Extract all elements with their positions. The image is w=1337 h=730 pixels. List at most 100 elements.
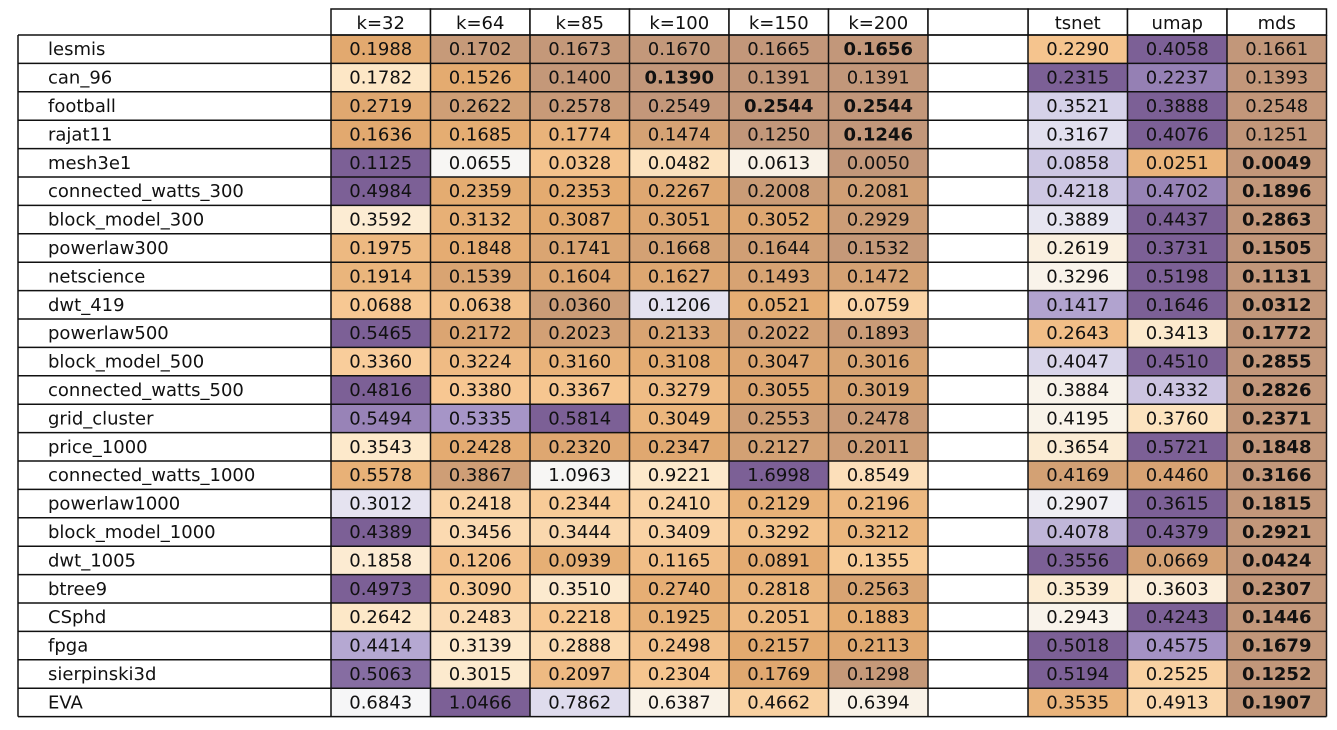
data-label: 0.5335 [449,408,512,429]
data-label: 0.3051 [648,210,711,231]
heat-cell [430,517,530,547]
heat-cell [729,63,829,92]
heat-cell [331,461,431,490]
heat-cell [1127,148,1227,177]
heat-cell [1028,319,1128,348]
data-label: 0.3055 [747,380,810,401]
data-label: 0.1627 [648,266,711,287]
heat-cell [430,688,530,717]
row-label: can_96 [48,68,112,89]
heat-cell [331,347,431,376]
data-label: 0.4702 [1146,181,1209,202]
heat-cell [729,347,829,376]
heat-cell [430,375,530,405]
data-label: 0.0521 [747,295,810,316]
heat-cell [629,205,729,234]
heat-cell [629,91,729,121]
data-label: 0.1298 [847,664,910,685]
row-label: football [48,96,116,117]
data-label: 0.3380 [449,380,512,401]
heat-cell [1227,688,1327,717]
data-label-min: 0.2855 [1242,352,1311,373]
heat-cell [331,404,431,433]
row-label: rajat11 [48,124,112,145]
data-label-min: 0.2863 [1242,210,1311,231]
data-label: 0.3409 [648,522,711,543]
data-label: 0.4460 [1146,465,1209,486]
data-label: 0.2619 [1046,238,1109,259]
data-label: 0.3087 [548,210,611,231]
heat-cell [1127,603,1227,632]
heat-cell [629,35,729,64]
data-label-min: 0.1815 [1242,494,1311,515]
data-label: 0.0759 [847,295,910,316]
heat-cell [729,177,829,206]
data-label: 0.1636 [349,124,412,145]
heat-cell [1127,63,1227,92]
heat-cell [530,688,630,717]
data-label: 0.0638 [449,295,512,316]
data-label: 0.3212 [847,522,910,543]
heat-cell [729,574,829,603]
heat-cell [828,375,928,405]
heat-cell [629,603,729,632]
data-label: 0.4379 [1146,522,1209,543]
data-label: 0.1702 [449,39,512,60]
heat-cell [430,489,530,518]
heat-cell [629,177,729,206]
heat-cell [530,120,630,149]
heat-cell [331,35,431,64]
heat-cell [331,517,431,547]
heat-cell [1227,233,1327,263]
data-label-min: 0.1656 [844,39,913,60]
heat-cell [430,262,530,291]
data-label-min: 0.1907 [1242,692,1311,713]
heat-cell [1227,404,1327,433]
heat-cell [1028,290,1128,319]
data-label: 0.4078 [1046,522,1109,543]
heat-cell [1127,205,1227,234]
column-header: k=85 [556,13,604,34]
column-header-cell [1226,8,1328,36]
heat-cell [828,148,928,177]
heat-cell [331,91,431,121]
heat-cell [729,603,829,632]
data-label: 0.2172 [449,323,512,344]
heat-cell [828,91,928,121]
heat-cell [530,659,630,689]
data-label: 0.3052 [747,210,810,231]
data-label: 0.5198 [1146,266,1209,287]
data-label: 0.2498 [648,636,711,657]
row-label: fpga [48,636,88,657]
data-label: 0.3367 [548,380,611,401]
data-label-min: 0.1772 [1242,323,1311,344]
data-label: 0.4389 [349,522,412,543]
data-label: 0.2943 [1046,607,1109,628]
heat-cell [629,432,729,461]
heat-cell [629,517,729,547]
data-label: 0.1782 [349,68,412,89]
data-label: 0.2097 [548,664,611,685]
data-label: 0.3224 [449,352,512,373]
heat-cell [629,461,729,490]
heat-cell [1127,177,1227,206]
heat-cell [1127,262,1227,291]
data-label: 0.1250 [747,124,810,145]
data-label: 0.4076 [1146,124,1209,145]
data-label: 0.3539 [1046,579,1109,600]
heat-cell [430,63,530,92]
data-label-min: 0.0049 [1242,153,1311,174]
data-label: 0.7862 [548,692,611,713]
data-label-min: 0.1505 [1242,238,1311,259]
heat-cell [729,404,829,433]
row-label: netscience [48,266,145,287]
data-label: 0.2129 [747,494,810,515]
heat-cell [1028,63,1128,92]
heat-cell [331,603,431,632]
data-label: 0.4218 [1046,181,1109,202]
heat-cell [1227,517,1327,547]
heat-cell [729,688,829,717]
data-label: 0.1206 [648,295,711,316]
data-label: 0.2578 [548,96,611,117]
